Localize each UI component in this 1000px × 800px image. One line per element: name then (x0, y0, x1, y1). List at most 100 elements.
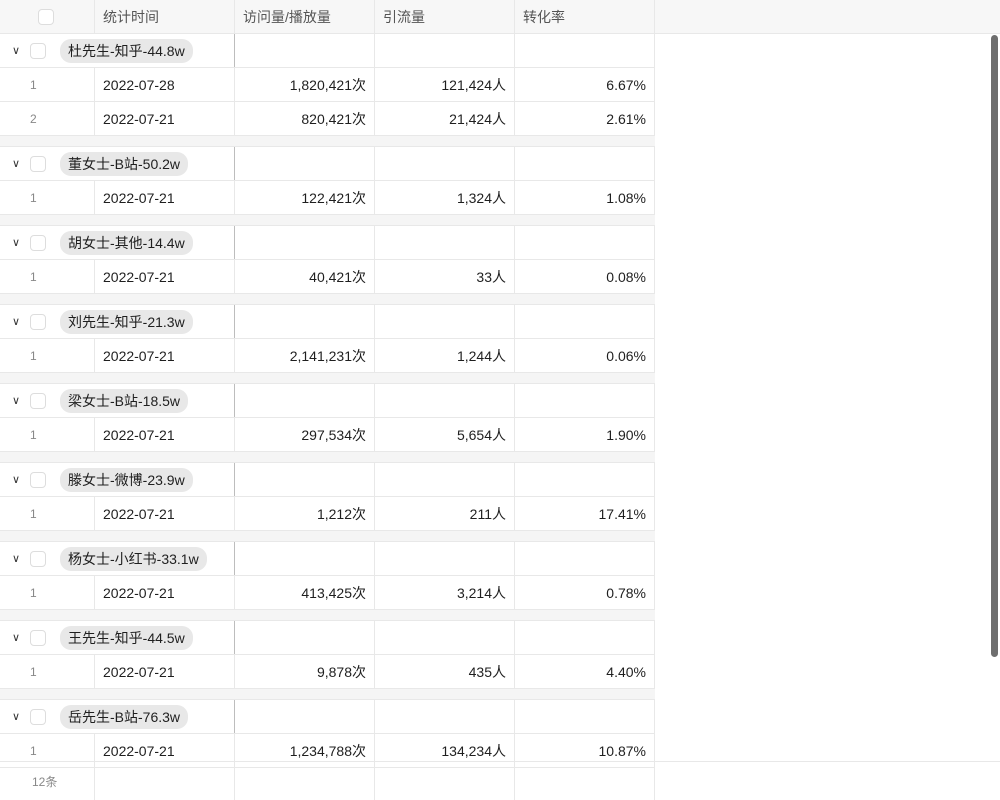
chevron-down-icon[interactable]: ∨ (11, 395, 21, 407)
group-row[interactable]: ∨ 滕女士-微博-23.9w (0, 463, 655, 497)
group-row[interactable]: ∨ 胡女士-其他-14.4w (0, 226, 655, 260)
group-checkbox[interactable] (30, 629, 46, 646)
group-row[interactable]: ∨ 杜先生-知乎-44.8w (0, 34, 655, 68)
row-index: 1 (0, 68, 95, 101)
group-spacer (0, 610, 655, 621)
table-row[interactable]: 1 2022-07-21 2,141,231次 1,244人 0.06% (0, 339, 655, 373)
row-index: 2 (0, 102, 95, 135)
group-checkbox[interactable] (30, 155, 46, 172)
chevron-down-icon[interactable]: ∨ (11, 45, 21, 57)
row-index: 1 (0, 260, 95, 293)
rate-cell: 1.90% (515, 418, 655, 451)
row-index: 1 (0, 418, 95, 451)
rate-cell: 10.87% (515, 734, 655, 767)
group-row[interactable]: ∨ 王先生-知乎-44.5w (0, 621, 655, 655)
group-tag: 杨女士-小红书-33.1w (60, 546, 207, 571)
chevron-down-icon[interactable]: ∨ (11, 632, 21, 644)
table-row[interactable]: 1 2022-07-21 413,425次 3,214人 0.78% (0, 576, 655, 610)
traffic-cell: 435人 (375, 655, 515, 688)
vertical-scrollbar[interactable] (991, 35, 998, 657)
group-checkbox[interactable] (30, 392, 46, 409)
visits-cell: 2,141,231次 (235, 339, 375, 372)
table-footer: 12条 (0, 761, 1000, 800)
group-cell: ∨ 梁女士-B站-18.5w (0, 384, 235, 417)
chevron-down-icon[interactable]: ∨ (11, 474, 21, 486)
date-cell: 2022-07-21 (95, 181, 235, 214)
group-tag: 胡女士-其他-14.4w (60, 230, 193, 255)
traffic-cell: 121,424人 (375, 68, 515, 101)
rate-cell: 2.61% (515, 102, 655, 135)
group-spacer (0, 531, 655, 542)
traffic-cell: 3,214人 (375, 576, 515, 609)
group-checkbox[interactable] (30, 550, 46, 567)
group-checkbox[interactable] (30, 708, 46, 725)
chevron-down-icon[interactable]: ∨ (11, 316, 21, 328)
visits-cell: 297,534次 (235, 418, 375, 451)
column-header-traffic[interactable]: 引流量 (375, 0, 515, 33)
rate-cell: 4.40% (515, 655, 655, 688)
group-checkbox[interactable] (30, 313, 46, 330)
group-checkbox[interactable] (30, 42, 46, 59)
traffic-cell: 134,234人 (375, 734, 515, 767)
traffic-cell: 1,324人 (375, 181, 515, 214)
date-cell: 2022-07-28 (95, 68, 235, 101)
traffic-cell: 5,654人 (375, 418, 515, 451)
group-spacer (0, 215, 655, 226)
group-checkbox[interactable] (30, 471, 46, 488)
visits-cell: 820,421次 (235, 102, 375, 135)
table-row[interactable]: 1 2022-07-21 122,421次 1,324人 1.08% (0, 181, 655, 215)
group-cell: ∨ 刘先生-知乎-21.3w (0, 305, 235, 338)
chevron-down-icon[interactable]: ∨ (11, 711, 21, 723)
date-cell: 2022-07-21 (95, 734, 235, 767)
rate-cell: 6.67% (515, 68, 655, 101)
traffic-cell: 21,424人 (375, 102, 515, 135)
date-cell: 2022-07-21 (95, 497, 235, 530)
row-count: 12条 (0, 762, 95, 800)
group-spacer (0, 294, 655, 305)
table-row[interactable]: 1 2022-07-21 9,878次 435人 4.40% (0, 655, 655, 689)
group-cell: ∨ 岳先生-B站-76.3w (0, 700, 235, 733)
group-row[interactable]: ∨ 梁女士-B站-18.5w (0, 384, 655, 418)
table-row[interactable]: 2 2022-07-21 820,421次 21,424人 2.61% (0, 102, 655, 136)
group-row[interactable]: ∨ 刘先生-知乎-21.3w (0, 305, 655, 339)
group-row[interactable]: ∨ 杨女士-小红书-33.1w (0, 542, 655, 576)
table-row[interactable]: 1 2022-07-28 1,820,421次 121,424人 6.67% (0, 68, 655, 102)
chevron-down-icon[interactable]: ∨ (11, 237, 21, 249)
group-spacer (0, 689, 655, 700)
divider (655, 33, 1000, 34)
column-header-rate[interactable]: 转化率 (515, 0, 655, 33)
column-header-visits[interactable]: 访问量/播放量 (235, 0, 375, 33)
visits-cell: 1,212次 (235, 497, 375, 530)
row-index: 1 (0, 576, 95, 609)
traffic-cell: 33人 (375, 260, 515, 293)
header-fill (655, 0, 1000, 34)
row-index: 1 (0, 339, 95, 372)
select-all-checkbox[interactable] (38, 8, 54, 25)
visits-cell: 413,425次 (235, 576, 375, 609)
rate-cell: 17.41% (515, 497, 655, 530)
rate-cell: 0.08% (515, 260, 655, 293)
group-tag: 岳先生-B站-76.3w (60, 704, 189, 729)
date-cell: 2022-07-21 (95, 576, 235, 609)
group-tag: 董女士-B站-50.2w (60, 151, 189, 176)
visits-cell: 1,234,788次 (235, 734, 375, 767)
group-row[interactable]: ∨ 岳先生-B站-76.3w (0, 700, 655, 734)
group-cell: ∨ 滕女士-微博-23.9w (0, 463, 235, 496)
table-row[interactable]: 1 2022-07-21 297,534次 5,654人 1.90% (0, 418, 655, 452)
group-cell: ∨ 董女士-B站-50.2w (0, 147, 235, 180)
header-select-cell (0, 0, 95, 33)
data-table: 统计时间 访问量/播放量 引流量 转化率 ∨ 杜先生-知乎-44.8w 1 202… (0, 0, 655, 768)
traffic-cell: 211人 (375, 497, 515, 530)
table-row[interactable]: 1 2022-07-21 1,212次 211人 17.41% (0, 497, 655, 531)
group-row[interactable]: ∨ 董女士-B站-50.2w (0, 147, 655, 181)
chevron-down-icon[interactable]: ∨ (11, 553, 21, 565)
rate-cell: 0.78% (515, 576, 655, 609)
column-header-date[interactable]: 统计时间 (95, 0, 235, 33)
group-spacer (0, 452, 655, 463)
chevron-down-icon[interactable]: ∨ (11, 158, 21, 170)
table-row[interactable]: 1 2022-07-21 40,421次 33人 0.08% (0, 260, 655, 294)
visits-cell: 40,421次 (235, 260, 375, 293)
table-row[interactable]: 1 2022-07-21 1,234,788次 134,234人 10.87% (0, 734, 655, 768)
group-checkbox[interactable] (30, 234, 46, 251)
rate-cell: 1.08% (515, 181, 655, 214)
